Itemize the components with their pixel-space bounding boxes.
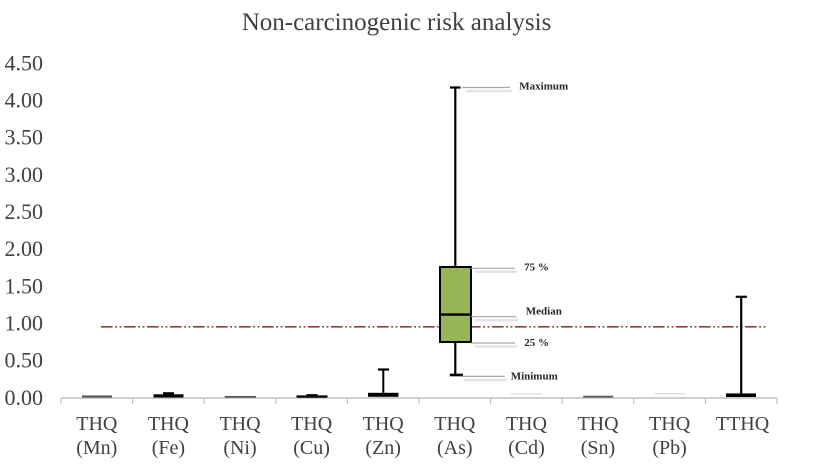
svg-text:3.50: 3.50 — [5, 125, 44, 150]
svg-text:Maximum: Maximum — [519, 80, 568, 92]
svg-text:4.50: 4.50 — [5, 50, 44, 75]
svg-text:1.00: 1.00 — [5, 311, 44, 336]
svg-text:1.50: 1.50 — [5, 273, 44, 298]
svg-text:(Cd): (Cd) — [508, 437, 545, 459]
svg-text:THQ: THQ — [649, 413, 691, 435]
svg-text:3.00: 3.00 — [5, 162, 44, 187]
svg-text:THQ: THQ — [219, 413, 261, 435]
svg-text:THQ: THQ — [506, 413, 548, 435]
svg-text:THQ: THQ — [434, 413, 476, 435]
svg-text:0.00: 0.00 — [5, 385, 44, 410]
svg-text:4.00: 4.00 — [5, 88, 44, 113]
svg-text:(Pb): (Pb) — [652, 437, 686, 459]
svg-text:25 %: 25 % — [524, 337, 549, 349]
svg-text:(Fe): (Fe) — [152, 437, 185, 459]
svg-text:THQ: THQ — [76, 413, 118, 435]
svg-text:THQ: THQ — [291, 413, 333, 435]
svg-text:Median: Median — [526, 305, 562, 317]
svg-text:2.50: 2.50 — [5, 199, 44, 224]
svg-text:THQ: THQ — [363, 413, 405, 435]
svg-text:THQ: THQ — [148, 413, 190, 435]
svg-text:(Cu): (Cu) — [293, 437, 330, 459]
svg-text:(Ni): (Ni) — [223, 437, 256, 459]
svg-text:Non-carcinogenic risk analysis: Non-carcinogenic risk analysis — [242, 9, 552, 36]
svg-text:(As): (As) — [437, 437, 473, 459]
svg-text:2.00: 2.00 — [5, 236, 44, 261]
svg-text:Minimum: Minimum — [511, 370, 558, 382]
svg-text:(Zn): (Zn) — [365, 437, 401, 459]
svg-text:THQ: THQ — [577, 413, 619, 435]
svg-text:(Sn): (Sn) — [581, 437, 615, 459]
svg-text:TTHQ: TTHQ — [716, 413, 770, 435]
svg-text:0.50: 0.50 — [5, 348, 44, 373]
svg-text:75 %: 75 % — [524, 262, 549, 274]
svg-text:(Mn): (Mn) — [76, 437, 117, 459]
